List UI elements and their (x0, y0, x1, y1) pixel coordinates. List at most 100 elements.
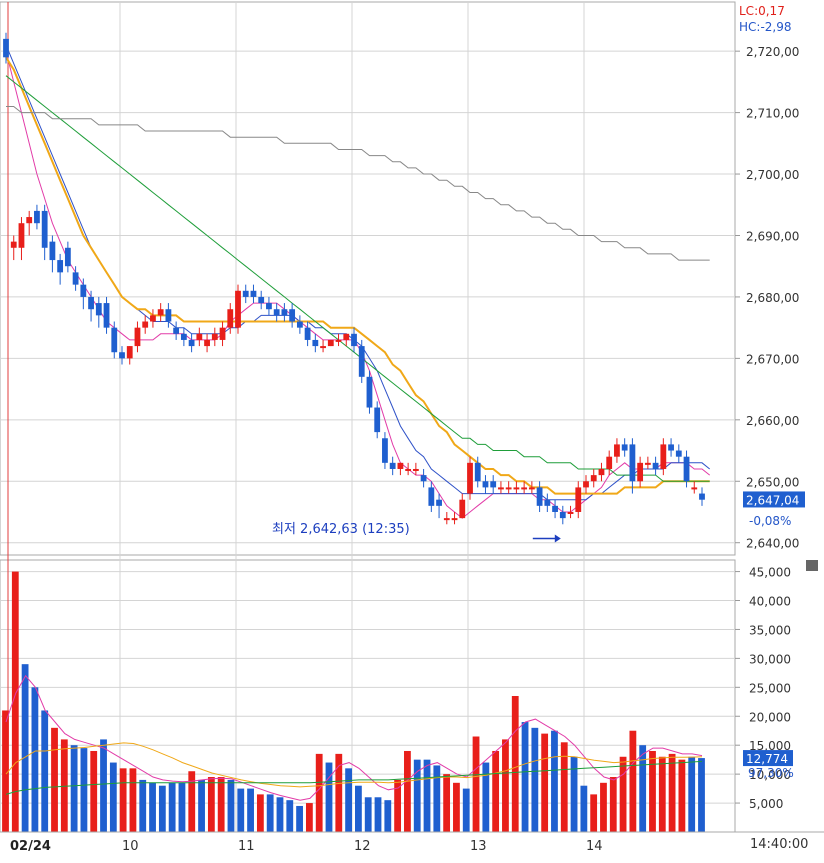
price-tick-label: 2,650,00 (746, 475, 799, 489)
volume-bar (266, 794, 274, 832)
price-tick-label: 2,680,00 (746, 291, 799, 305)
candle (227, 309, 234, 328)
candle (304, 327, 311, 340)
volume-bar (492, 750, 500, 832)
volume-bar (698, 758, 705, 832)
volume-bar (502, 739, 509, 832)
volume-bar (609, 777, 617, 832)
volume-bar (51, 727, 58, 832)
candle (211, 333, 218, 340)
candle (629, 444, 636, 482)
date-axis: 02/24 10 11 12 13 14 (0, 831, 824, 854)
volume-bar (590, 794, 598, 832)
volume-bar (560, 742, 568, 832)
volume-panel (2, 571, 705, 832)
volume-bar (109, 762, 117, 832)
candle (428, 487, 435, 506)
price-panel (3, 32, 711, 543)
candle (544, 499, 551, 506)
candle (111, 327, 118, 353)
candle (691, 487, 698, 490)
candle (281, 309, 288, 316)
volume-bar (70, 745, 78, 832)
date-tick-label: 10 (122, 839, 139, 854)
volume-bar (345, 768, 352, 832)
volume-bar (168, 782, 176, 832)
candle (644, 462, 651, 465)
price-ma-line-3 (5, 75, 710, 482)
candle (590, 475, 597, 482)
candle (312, 339, 319, 347)
volume-bar (119, 768, 127, 832)
candle (366, 376, 373, 408)
price-tick-label: 2,670,00 (746, 352, 799, 366)
panel-close-icon[interactable] (806, 560, 818, 571)
candle (180, 333, 187, 340)
volume-bar (100, 739, 107, 832)
candle (64, 247, 71, 267)
volume-bar (570, 756, 578, 832)
price-tick-label: 2,720,00 (746, 45, 799, 59)
price-tick-label: 2,700,00 (746, 168, 799, 182)
candle (397, 462, 404, 469)
volume-bar (413, 759, 421, 832)
candle (683, 456, 690, 482)
candle (498, 487, 504, 490)
volume-bar (462, 788, 470, 832)
candle (57, 260, 64, 273)
candle (72, 272, 79, 285)
volume-bar (658, 756, 666, 832)
volume-ratio-label: 97,30% (748, 766, 794, 780)
candle (482, 481, 489, 488)
current-volume-tag (743, 750, 793, 767)
candle (614, 444, 620, 457)
candle (351, 333, 357, 347)
volume-bar (276, 797, 284, 832)
volume-bar (619, 756, 627, 832)
candle (389, 462, 396, 469)
candle (405, 468, 412, 471)
candle (103, 303, 110, 328)
volume-bar (472, 736, 480, 832)
volume-bar (688, 756, 696, 832)
price-tick-label: 2,640,00 (746, 537, 799, 551)
volume-bar (90, 750, 98, 832)
volume-bar (433, 765, 441, 832)
candle (621, 444, 628, 451)
candle (451, 518, 458, 521)
candle (258, 296, 265, 304)
candle (513, 487, 520, 490)
volume-bar (374, 797, 382, 832)
candle (335, 339, 342, 342)
volume-bar (178, 782, 186, 832)
candle (10, 241, 17, 248)
candle (490, 481, 497, 488)
candle (134, 327, 141, 347)
candle (142, 321, 149, 328)
candle (320, 346, 326, 349)
volume-bar (404, 750, 411, 832)
date-tick-label: 02/24 (10, 839, 51, 854)
candle (459, 499, 466, 519)
volume-bar (364, 797, 372, 832)
candle (266, 303, 272, 310)
volume-bar (443, 774, 451, 832)
candle (436, 499, 442, 506)
volume-bar (531, 727, 539, 832)
candle (157, 309, 164, 316)
volume-tick-label: 5,000 (749, 797, 783, 811)
candle (412, 468, 419, 471)
volume-bar (129, 768, 137, 832)
volume-bar (207, 777, 215, 832)
price-tick-label: 2,690,00 (746, 229, 799, 243)
price-tick-label: 2,710,00 (746, 107, 799, 121)
volume-bar (247, 788, 254, 832)
volume-ma-line-1 (5, 742, 703, 788)
volume-bar (11, 571, 19, 832)
date-tick-label: 13 (470, 839, 487, 854)
volume-bar (237, 788, 245, 832)
candle (95, 303, 102, 316)
volume-bar (256, 794, 264, 832)
volume-bar (41, 710, 49, 832)
